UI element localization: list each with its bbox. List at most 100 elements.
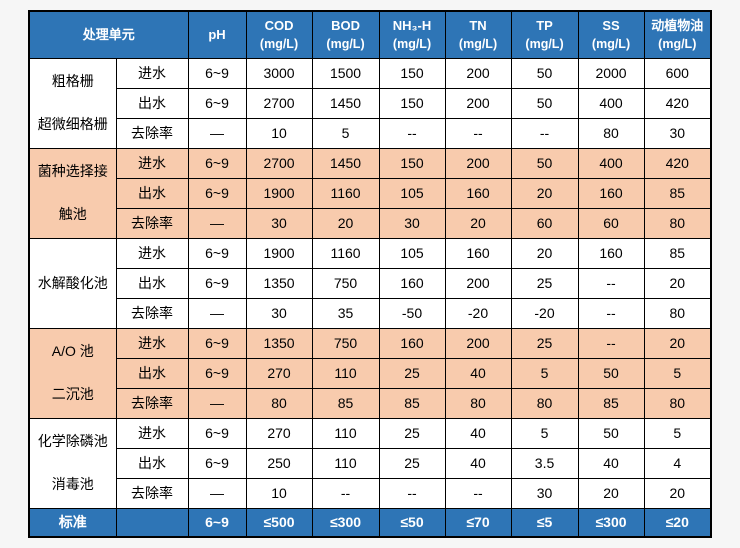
value-cell: 160 (444, 178, 512, 209)
value-cell: 30 (378, 208, 446, 239)
value-cell: 1500 (311, 58, 380, 89)
value-cell: 105 (378, 238, 446, 269)
treatment-unit-cell: 化学除磷池 消毒池 (28, 418, 117, 509)
value-cell: 85 (311, 388, 380, 419)
col-unit: (mg/L) (458, 36, 498, 51)
col-header-bod: BOD (mg/L) (311, 10, 380, 59)
treatment-unit-name: A/O 池 (51, 343, 94, 360)
value-cell: 400 (577, 148, 645, 179)
value-cell: 6~9 (187, 418, 247, 449)
row-label: 出水 (115, 88, 189, 119)
value-cell: 200 (444, 148, 512, 179)
row-label: 去除率 (115, 388, 189, 419)
col-label: NH₃-H (392, 17, 432, 33)
treatment-unit-cell: 水解酸化池 (28, 238, 117, 329)
value-cell: 200 (444, 328, 512, 359)
value-cell: 5 (510, 358, 579, 389)
table-row: 去除率 —10 -- -- -- 30 20 20 (29, 478, 712, 509)
value-cell: 20 (643, 328, 712, 359)
value-cell: 6~9 (187, 88, 247, 119)
value-cell: 1350 (245, 328, 313, 359)
treatment-unit-name: 水解酸化池 (37, 274, 108, 291)
value-cell: 30 (510, 478, 579, 509)
col-header-treatment-unit: 处理单元 (28, 10, 189, 59)
col-label: BOD (331, 17, 360, 33)
col-header-ss: SS (mg/L) (577, 10, 645, 59)
table-row: 去除率 —30 20 30 20 60 60 80 (29, 208, 712, 239)
value-cell: 85 (577, 388, 645, 419)
table-row: 去除率 —30 35 -50 -20 -20 -- 80 (29, 298, 712, 329)
row-label: 进水 (115, 58, 189, 89)
value-cell: 50 (577, 418, 645, 449)
value-cell: 250 (245, 448, 313, 479)
value-cell: 1450 (311, 88, 380, 119)
value-cell: 30 (245, 298, 313, 329)
table-row: 出水 6~9 250 110 25 40 3.5 40 4 (29, 448, 712, 479)
treatment-unit-name: 化学除磷池 (37, 433, 108, 450)
value-cell: -- (577, 298, 645, 329)
value-cell: 50 (510, 148, 579, 179)
value-cell: 160 (577, 238, 645, 269)
value-cell: 1450 (311, 148, 380, 179)
row-label: 进水 (115, 238, 189, 269)
value-cell: 85 (378, 388, 446, 419)
col-unit: (mg/L) (525, 36, 564, 51)
value-cell: 20 (577, 478, 645, 509)
value-cell: 6~9 (187, 358, 247, 389)
col-header-animal-vegetable-oil: 动植物油 (mg/L) (643, 10, 712, 59)
value-cell: 270 (245, 418, 313, 449)
value-cell: 3000 (245, 58, 313, 89)
treatment-unit-name: 触池 (58, 206, 87, 223)
value-cell: -20 (444, 298, 512, 329)
value-cell: 160 (378, 268, 446, 299)
value-cell: -- (577, 268, 645, 299)
value-cell: 50 (510, 88, 579, 119)
value-cell: 1160 (311, 178, 380, 209)
value-cell: 80 (643, 298, 712, 329)
value-cell: 1350 (245, 268, 313, 299)
value-cell: 20 (444, 208, 512, 239)
value-cell: 2700 (245, 88, 313, 119)
standard-value: ≤20 (643, 508, 712, 538)
value-cell: -20 (510, 298, 579, 329)
col-label: SS (602, 17, 620, 33)
value-cell: 85 (643, 178, 712, 209)
table-header: 处理单元 pH COD (mg/L) BOD (mg/L) NH₃-H (mg/… (28, 10, 712, 59)
row-label: 出水 (115, 178, 189, 209)
value-cell: 6~9 (187, 238, 247, 269)
value-cell: 200 (444, 58, 512, 89)
standard-value: ≤5 (510, 508, 579, 538)
col-label: 动植物油 (651, 17, 704, 33)
value-cell: 85 (643, 238, 712, 269)
value-cell: -- (444, 118, 512, 149)
standard-value: ≤300 (577, 508, 645, 538)
value-cell: 2700 (245, 148, 313, 179)
value-cell: — (187, 388, 247, 419)
value-cell: 10 (245, 478, 313, 509)
value-cell: -50 (378, 298, 446, 329)
table-row: 粗格栅 超微细格栅 进水 6~9 3000 1500 150 200 50 2000 600 (28, 58, 712, 149)
value-cell: 40 (444, 418, 512, 449)
value-cell: 420 (643, 88, 712, 119)
value-cell: 200 (444, 268, 512, 299)
treatment-unit-cell: A/O 池二沉池 (28, 328, 117, 419)
standard-label: 标准 (28, 508, 117, 538)
table-row: 出水 6~9 2700 1450 150 200 50 400 420 (29, 88, 712, 119)
value-cell: -- (577, 328, 645, 359)
row-label: 进水 (115, 418, 189, 449)
header-row: 处理单元 pH COD (mg/L) BOD (mg/L) NH₃-H (mg/… (28, 10, 712, 59)
value-cell: 30 (643, 118, 712, 149)
table-row: 菌种选择接 触池 进水 6~9 2700 1450 150 200 50 400 420 (28, 148, 712, 239)
value-cell: 80 (643, 388, 712, 419)
value-cell: 30 (245, 208, 313, 239)
value-cell: — (187, 478, 247, 509)
row-label: 出水 (115, 268, 189, 299)
water-quality-table: 处理单元 pH COD (mg/L) BOD (mg/L) NH₃-H (mg/… (28, 10, 713, 538)
col-label: pH (208, 26, 226, 42)
value-cell: 160 (378, 328, 446, 359)
treatment-unit-name: 粗格栅 (51, 73, 94, 90)
treatment-unit-lines: 菌种选择接 触池 (30, 151, 115, 237)
value-cell: 25 (378, 358, 446, 389)
value-cell: 150 (378, 88, 446, 119)
